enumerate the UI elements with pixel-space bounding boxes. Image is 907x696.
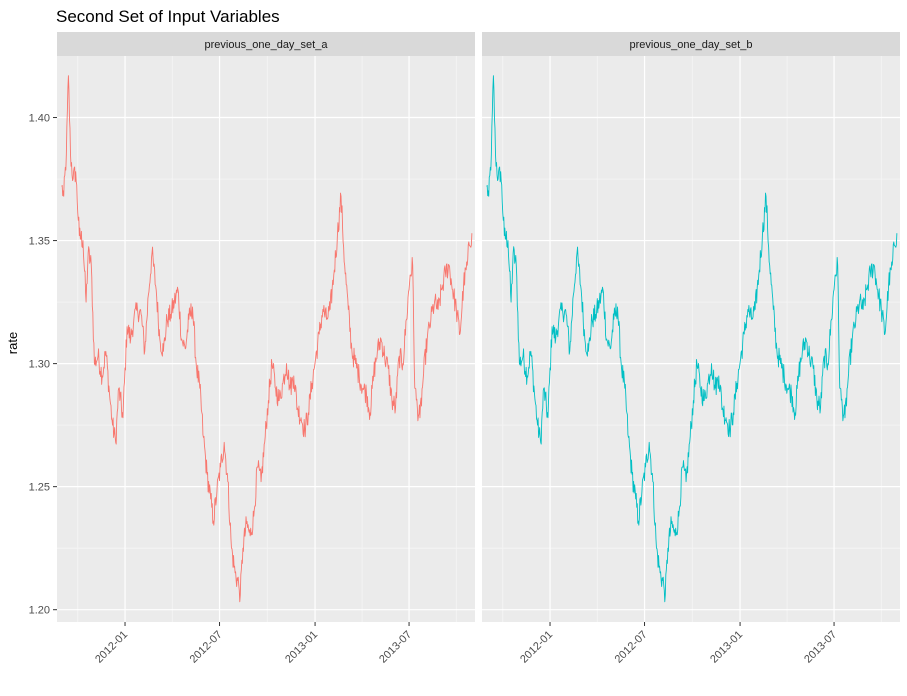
facet-strip-label: previous_one_day_set_a <box>205 39 329 51</box>
y-tick-label: 1.35 <box>29 236 50 248</box>
facet-strip <box>482 32 900 56</box>
y-tick-label: 1.25 <box>29 482 50 494</box>
series-line-set-a <box>61 75 473 603</box>
facet-strip <box>57 32 475 56</box>
y-tick-label: 1.20 <box>29 605 50 617</box>
y-axis-title: rate <box>5 332 20 354</box>
y-tick-label: 1.40 <box>29 113 50 125</box>
panel-background <box>482 56 900 622</box>
panel-background <box>57 56 475 622</box>
y-tick-label: 1.30 <box>29 359 50 371</box>
chart-title: Second Set of Input Variables <box>56 7 280 26</box>
facet-strip-label: previous_one_day_set_b <box>630 39 753 51</box>
y-axis: 1.20 1.25 1.30 1.35 1.40 <box>29 113 57 617</box>
series-line-set-b <box>486 75 898 603</box>
